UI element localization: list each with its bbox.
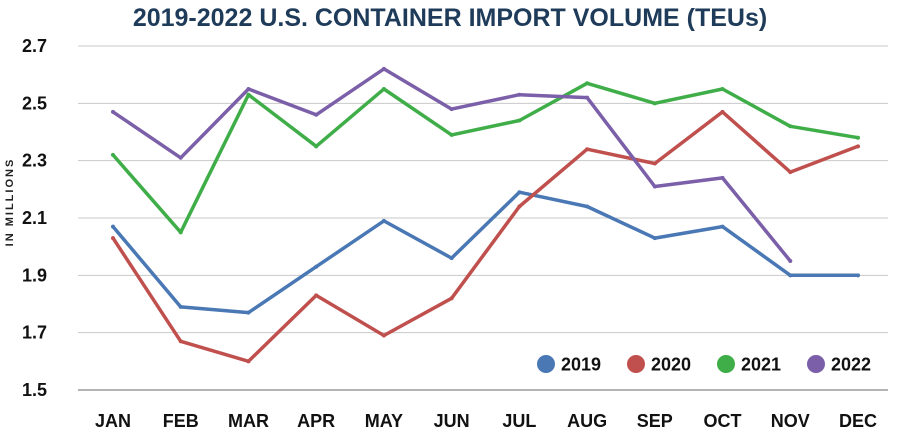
x-tick-label: APR (297, 411, 335, 431)
legend-marker (537, 355, 555, 373)
y-tick-label: 1.9 (22, 265, 47, 285)
x-tick-label: JUN (434, 411, 470, 431)
data-point (517, 92, 522, 97)
data-point (314, 293, 319, 298)
y-tick-label: 1.5 (22, 380, 47, 400)
x-tick-label: FEB (163, 411, 199, 431)
data-point (449, 132, 454, 137)
legend-item-2020: 2020 (627, 355, 691, 375)
legend-marker (717, 355, 735, 373)
data-point (856, 144, 860, 149)
x-tick-label: NOV (771, 411, 810, 431)
x-tick-label: MAY (365, 411, 403, 431)
data-point (246, 359, 251, 364)
data-point (652, 184, 657, 189)
data-point (585, 204, 590, 209)
data-point (585, 81, 590, 86)
x-tick-label: MAR (228, 411, 269, 431)
series-2019 (111, 190, 860, 315)
x-tick-label: JAN (95, 411, 131, 431)
data-point (517, 190, 522, 195)
data-point (720, 87, 725, 91)
data-point (856, 273, 860, 278)
data-point (314, 112, 319, 117)
series-2022 (111, 66, 793, 263)
legend-item-2019: 2019 (537, 355, 601, 375)
series-line-2019 (111, 190, 860, 315)
data-point (788, 124, 793, 129)
data-point (111, 224, 115, 229)
data-point (314, 144, 319, 149)
legend-label: 2020 (651, 355, 691, 375)
data-point (381, 333, 386, 338)
y-tick-label: 2.3 (22, 151, 47, 171)
grid-lines (78, 45, 888, 391)
series-lines (111, 66, 860, 364)
data-point (381, 218, 386, 223)
legend-label: 2021 (741, 355, 781, 375)
data-point (788, 170, 793, 175)
y-axis-ticks: 2.7 2.5 2.3 2.1 1.9 1.7 1.5 (22, 36, 47, 400)
y-tick-label: 2.5 (22, 93, 47, 113)
data-point (381, 66, 386, 71)
y-tick-label: 2.7 (22, 36, 47, 56)
data-point (585, 95, 590, 100)
data-point (111, 152, 115, 157)
data-point (314, 264, 319, 269)
data-point (246, 310, 251, 315)
series-2020 (111, 109, 860, 364)
y-tick-label: 2.1 (22, 208, 47, 228)
x-tick-label: DEC (839, 411, 877, 431)
data-point (178, 155, 183, 160)
data-point (652, 236, 657, 241)
data-point (652, 101, 657, 106)
x-tick-label: JUL (502, 411, 536, 431)
data-point (720, 224, 725, 229)
legend-label: 2022 (831, 355, 871, 375)
x-tick-label: OCT (704, 411, 742, 431)
data-point (449, 107, 454, 112)
x-tick-label: AUG (567, 411, 607, 431)
data-point (178, 339, 183, 344)
data-point (381, 87, 386, 91)
data-point (585, 147, 590, 152)
legend-item-2022: 2022 (807, 355, 871, 375)
data-point (720, 109, 725, 114)
data-point (449, 256, 454, 261)
data-point (652, 161, 657, 166)
series-line-2020 (111, 110, 860, 364)
data-point (788, 259, 793, 263)
series-line-2021 (111, 81, 860, 235)
data-point (720, 175, 725, 180)
data-point (517, 204, 522, 209)
data-point (178, 230, 183, 235)
data-point (517, 118, 522, 123)
x-axis-ticks: JAN FEB MAR APR MAY JUN JUL AUG SEP OCT NOV DEC (95, 411, 877, 431)
chart-title: 2019-2022 U.S. CONTAINER IMPORT VOLUME (… (132, 4, 768, 32)
data-point (449, 296, 454, 301)
data-point (246, 92, 251, 97)
legend-label: 2019 (561, 355, 601, 375)
legend: 2019 2020 2021 2022 (537, 355, 871, 375)
data-point (178, 304, 183, 309)
data-point (856, 135, 860, 140)
series-2021 (111, 81, 860, 235)
data-point (246, 87, 251, 91)
data-point (788, 273, 793, 278)
legend-marker (627, 355, 645, 373)
data-point (111, 109, 115, 114)
legend-item-2021: 2021 (717, 355, 781, 375)
y-tick-label: 1.7 (22, 323, 47, 343)
data-point (111, 236, 115, 241)
x-tick-label: SEP (637, 411, 673, 431)
legend-marker (807, 355, 825, 373)
